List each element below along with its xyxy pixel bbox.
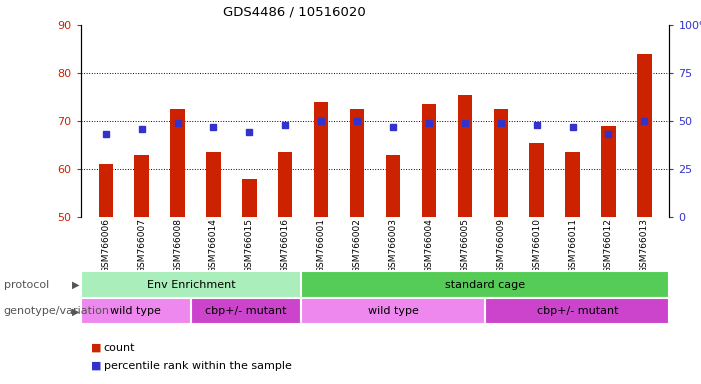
Text: standard cage: standard cage <box>445 280 526 290</box>
Text: ▶: ▶ <box>72 306 79 316</box>
Bar <box>242 179 257 217</box>
Text: Env Enrichment: Env Enrichment <box>147 280 236 290</box>
Bar <box>206 152 221 217</box>
Bar <box>494 109 508 217</box>
Bar <box>529 142 544 217</box>
Bar <box>81 271 301 298</box>
Bar <box>314 102 328 217</box>
Text: ■: ■ <box>91 343 102 353</box>
Text: ▶: ▶ <box>72 280 79 290</box>
Text: cbp+/- mutant: cbp+/- mutant <box>205 306 287 316</box>
Text: cbp+/- mutant: cbp+/- mutant <box>537 306 618 316</box>
Text: count: count <box>104 343 135 353</box>
Bar <box>191 298 301 324</box>
Bar <box>458 94 472 217</box>
Bar <box>601 126 615 217</box>
Text: wild type: wild type <box>368 306 419 316</box>
Bar <box>99 164 113 217</box>
Bar <box>565 152 580 217</box>
Text: genotype/variation: genotype/variation <box>4 306 109 316</box>
Text: GDS4486 / 10516020: GDS4486 / 10516020 <box>223 6 366 19</box>
Bar <box>278 152 292 217</box>
Bar <box>301 298 485 324</box>
Bar <box>301 271 669 298</box>
Text: wild type: wild type <box>110 306 161 316</box>
Bar <box>386 155 400 217</box>
Bar <box>350 109 365 217</box>
Bar <box>81 298 191 324</box>
Bar <box>135 155 149 217</box>
Text: percentile rank within the sample: percentile rank within the sample <box>104 361 292 371</box>
Bar <box>637 54 651 217</box>
Bar <box>422 104 436 217</box>
Bar <box>485 298 669 324</box>
Text: ■: ■ <box>91 361 102 371</box>
Text: protocol: protocol <box>4 280 49 290</box>
Bar <box>170 109 185 217</box>
